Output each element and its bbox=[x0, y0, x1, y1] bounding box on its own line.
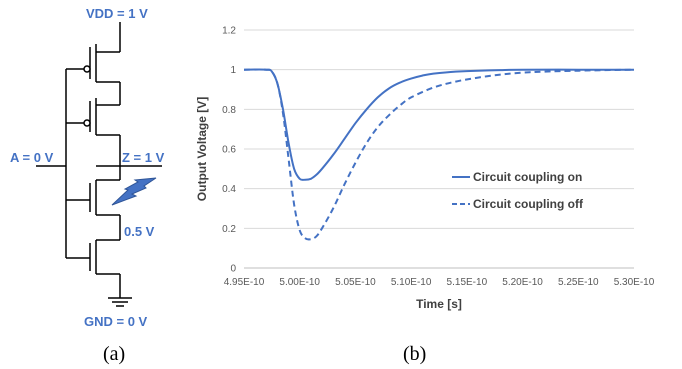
x-tick-label: 5.05E-10 bbox=[335, 277, 376, 288]
pmos-transistor-icon bbox=[66, 98, 120, 136]
input-label: A = 0 V bbox=[10, 150, 54, 165]
nmos-transistor-icon bbox=[66, 239, 120, 275]
x-tick-label: 5.10E-10 bbox=[391, 277, 432, 288]
legend-label: Circuit coupling on bbox=[473, 170, 582, 184]
nmos-transistor-icon bbox=[66, 165, 120, 216]
x-tick-labels: 4.95E-10 5.00E-10 5.05E-10 5.10E-10 5.15E-10… bbox=[224, 277, 655, 288]
y-axis-label: Output Voltage [V] bbox=[195, 97, 209, 201]
voltage-chart: 0 0.2 0.4 0.6 0.8 1 1.2 4.95E-10 5.00E-10 5.05E-… bbox=[195, 26, 655, 366]
x-tick-label: 5.30E-10 bbox=[614, 277, 655, 288]
y-tick-label: 0.6 bbox=[222, 145, 236, 156]
chart-legend: Circuit coupling on Circuit coupling off bbox=[452, 170, 584, 211]
caption-a: (a) bbox=[103, 343, 125, 365]
y-tick-label: 0 bbox=[230, 264, 236, 275]
x-tick-label: 5.25E-10 bbox=[558, 277, 599, 288]
ground-symbol-icon bbox=[108, 297, 132, 307]
vdd-label: VDD = 1 V bbox=[86, 6, 148, 21]
y-tick-label: 1 bbox=[230, 65, 236, 76]
chart-series bbox=[243, 68, 635, 241]
series-line-circuit-coupling-on bbox=[243, 68, 634, 181]
output-label: Z = 1 V bbox=[122, 150, 165, 165]
x-tick-label: 5.15E-10 bbox=[447, 277, 488, 288]
caption-b: (b) bbox=[403, 343, 426, 365]
lightning-bolt-icon bbox=[111, 177, 157, 206]
y-tick-label: 0.2 bbox=[222, 224, 236, 235]
y-tick-label: 0.4 bbox=[222, 184, 236, 195]
cmos-schematic: VDD = 1 V A = 0 V Z = 1 V bbox=[10, 6, 165, 365]
series-line-circuit-coupling-off bbox=[243, 68, 635, 241]
y-tick-label: 1.2 bbox=[222, 26, 236, 37]
y-tick-label: 0.8 bbox=[222, 105, 236, 116]
pmos-transistor-icon bbox=[66, 44, 120, 83]
x-tick-label: 5.00E-10 bbox=[279, 277, 320, 288]
y-tick-labels: 0 0.2 0.4 0.6 0.8 1 1.2 bbox=[222, 26, 236, 275]
x-tick-label: 5.20E-10 bbox=[502, 277, 543, 288]
internal-node-label: 0.5 V bbox=[124, 224, 155, 239]
x-tick-label: 4.95E-10 bbox=[224, 277, 265, 288]
legend-label: Circuit coupling off bbox=[473, 197, 584, 211]
x-axis-label: Time [s] bbox=[416, 297, 462, 311]
gnd-label: GND = 0 V bbox=[84, 314, 148, 329]
